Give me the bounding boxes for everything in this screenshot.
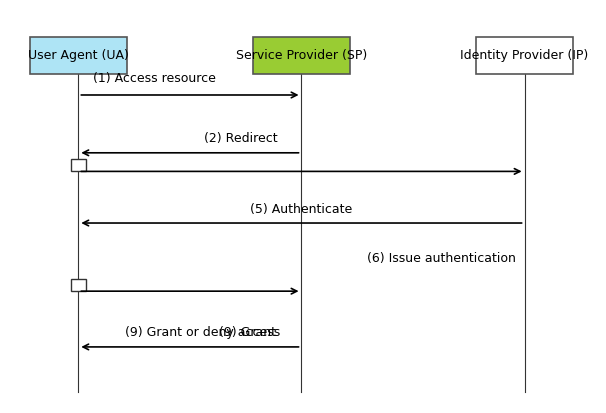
Text: (9) Grant: (9) Grant (219, 327, 281, 339)
Bar (253, 37, 350, 74)
Bar (71, 159, 86, 171)
Text: (6) Issue authentication: (6) Issue authentication (367, 252, 516, 265)
Text: (9) Grant or deny access: (9) Grant or deny access (125, 327, 281, 339)
Bar (30, 37, 127, 74)
Text: Identity Provider (IP): Identity Provider (IP) (461, 49, 588, 62)
Text: (1) Access resource: (1) Access resource (93, 72, 216, 85)
Text: (2) Redirect: (2) Redirect (204, 133, 278, 145)
Bar (71, 279, 86, 291)
Text: User Agent (UA): User Agent (UA) (28, 49, 129, 62)
Bar (476, 37, 573, 74)
Text: Service Provider (SP): Service Provider (SP) (236, 49, 367, 62)
Text: (5) Authenticate: (5) Authenticate (250, 203, 353, 216)
